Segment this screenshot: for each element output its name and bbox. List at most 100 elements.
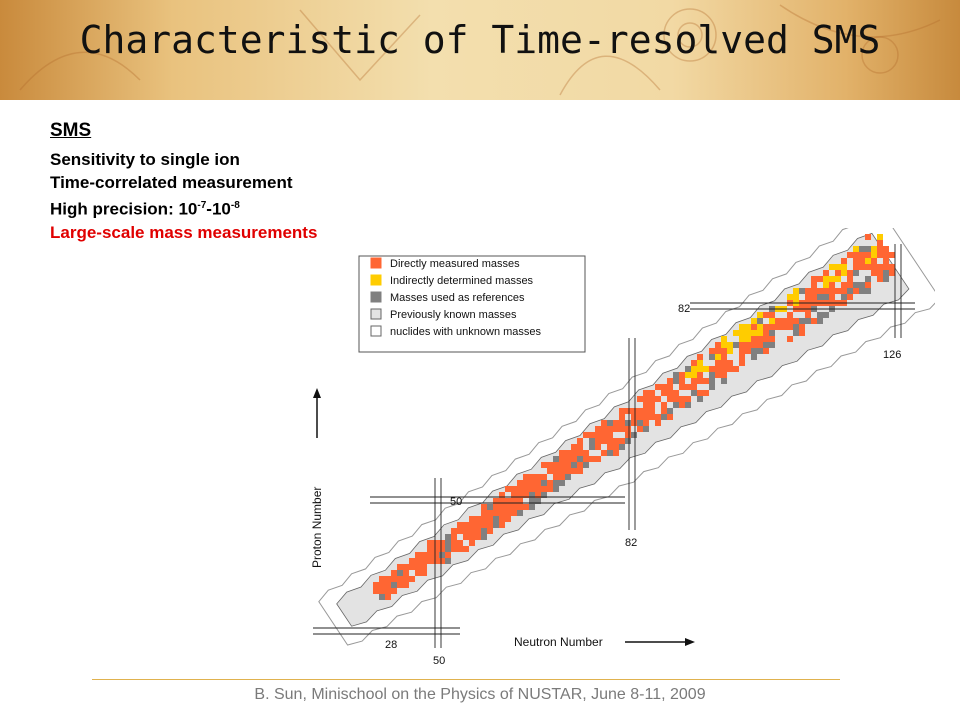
indirect-mass-cell <box>721 336 727 342</box>
direct-mass-cell <box>613 420 619 426</box>
reference-mass-cell <box>445 558 451 564</box>
direct-mass-cell <box>577 462 583 468</box>
direct-mass-cell <box>589 456 595 462</box>
indirect-mass-cell <box>733 330 739 336</box>
reference-mass-cell <box>397 570 403 576</box>
reference-mass-cell <box>589 444 595 450</box>
reference-mass-cell <box>769 342 775 348</box>
direct-mass-cell <box>613 444 619 450</box>
direct-mass-cell <box>643 402 649 408</box>
direct-mass-cell <box>643 408 649 414</box>
direct-mass-cell <box>685 384 691 390</box>
indirect-mass-cell <box>865 258 871 264</box>
reference-mass-cell <box>757 318 763 324</box>
direct-mass-cell <box>637 396 643 402</box>
label-n50: 50 <box>433 655 445 667</box>
direct-mass-cell <box>883 252 889 258</box>
direct-mass-cell <box>505 504 511 510</box>
direct-mass-cell <box>787 324 793 330</box>
reference-mass-cell <box>823 294 829 300</box>
direct-mass-cell <box>811 288 817 294</box>
direct-mass-cell <box>415 552 421 558</box>
direct-mass-cell <box>523 486 529 492</box>
direct-mass-cell <box>697 390 703 396</box>
reference-mass-cell <box>529 504 535 510</box>
direct-mass-cell <box>739 342 745 348</box>
direct-mass-cell <box>415 570 421 576</box>
direct-mass-cell <box>403 582 409 588</box>
direct-mass-cell <box>595 456 601 462</box>
footer-rule <box>92 679 840 680</box>
direct-mass-cell <box>391 570 397 576</box>
indirect-mass-cell <box>739 330 745 336</box>
indirect-mass-cell <box>745 324 751 330</box>
magic-number-lines <box>313 244 915 648</box>
indirect-mass-cell <box>727 342 733 348</box>
indirect-mass-cell <box>727 348 733 354</box>
indirect-mass-cell <box>721 342 727 348</box>
measured-cells <box>373 234 895 600</box>
reference-mass-cell <box>559 480 565 486</box>
reference-mass-cell <box>817 294 823 300</box>
direct-mass-cell <box>841 282 847 288</box>
direct-mass-cell <box>703 390 709 396</box>
direct-mass-cell <box>679 384 685 390</box>
direct-mass-cell <box>385 582 391 588</box>
indirect-mass-cell <box>835 264 841 270</box>
direct-mass-cell <box>667 384 673 390</box>
reference-mass-cell <box>823 312 829 318</box>
indirect-mass-cell <box>787 294 793 300</box>
reference-mass-cell <box>625 420 631 426</box>
direct-mass-cell <box>631 408 637 414</box>
direct-mass-cell <box>511 504 517 510</box>
direct-mass-cell <box>649 396 655 402</box>
reference-mass-cell <box>709 378 715 384</box>
direct-mass-cell <box>571 450 577 456</box>
direct-mass-cell <box>577 438 583 444</box>
direct-mass-cell <box>643 396 649 402</box>
legend-swatch <box>370 291 382 303</box>
direct-mass-cell <box>391 576 397 582</box>
direct-mass-cell <box>649 414 655 420</box>
bullet-time-correlated: Time-correlated measurement <box>50 173 293 192</box>
direct-mass-cell <box>529 486 535 492</box>
direct-mass-cell <box>433 546 439 552</box>
direct-mass-cell <box>379 582 385 588</box>
direct-mass-cell <box>685 396 691 402</box>
direct-mass-cell <box>775 324 781 330</box>
direct-mass-cell <box>829 282 835 288</box>
direct-mass-cell <box>811 294 817 300</box>
direct-mass-cell <box>889 264 895 270</box>
reference-mass-cell <box>493 516 499 522</box>
y-axis-arrow <box>313 388 321 438</box>
reference-mass-cell <box>847 288 853 294</box>
x-axis-arrow <box>625 638 695 646</box>
indirect-mass-cell <box>715 354 721 360</box>
direct-mass-cell <box>727 360 733 366</box>
direct-mass-cell <box>553 474 559 480</box>
direct-mass-cell <box>565 462 571 468</box>
direct-mass-cell <box>475 516 481 522</box>
reference-mass-cell <box>709 384 715 390</box>
direct-mass-cell <box>775 318 781 324</box>
legend-swatch <box>370 308 382 320</box>
direct-mass-cell <box>457 546 463 552</box>
direct-mass-cell <box>703 378 709 384</box>
direct-mass-cell <box>847 252 853 258</box>
reference-mass-cell <box>637 420 643 426</box>
direct-mass-cell <box>649 402 655 408</box>
direct-mass-cell <box>847 276 853 282</box>
legend-swatch <box>370 257 382 269</box>
direct-mass-cell <box>535 474 541 480</box>
direct-mass-cell <box>565 450 571 456</box>
direct-mass-cell <box>427 546 433 552</box>
direct-mass-cell <box>865 252 871 258</box>
direct-mass-cell <box>445 552 451 558</box>
reference-mass-cell <box>673 402 679 408</box>
indirect-mass-cell <box>751 318 757 324</box>
reference-mass-cell <box>859 288 865 294</box>
direct-mass-cell <box>631 414 637 420</box>
legend-item-label: nuclides with unknown masses <box>390 326 542 338</box>
direct-mass-cell <box>403 564 409 570</box>
label-n126: 126 <box>883 349 901 361</box>
